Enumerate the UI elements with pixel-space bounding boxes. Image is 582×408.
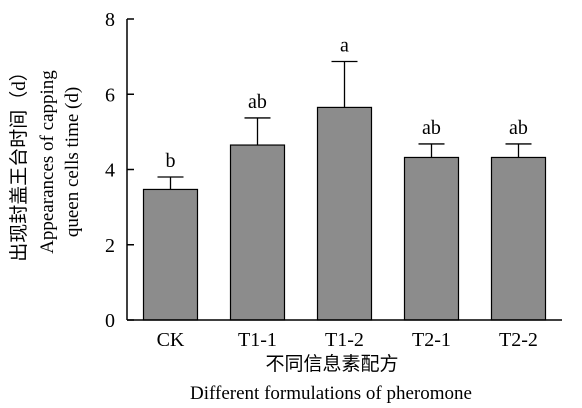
- bar: [316, 106, 373, 321]
- x-tick-label: CK: [157, 329, 185, 351]
- x-axis: CK T1-1 T1-2 T2-1 T2-2: [127, 319, 562, 351]
- bar: [403, 156, 460, 321]
- bar: [490, 156, 547, 321]
- y-axis-title-chinese: 出现封盖王台时间（d）: [8, 62, 30, 262]
- y-tick-label: 4: [105, 160, 115, 182]
- bar: [142, 188, 199, 321]
- x-axis-title-english: Different formulations of pheromone: [190, 383, 472, 404]
- x-tick-label: T1-1: [238, 329, 277, 351]
- x-tick-label: T2-1: [412, 329, 451, 351]
- significance-label: b: [166, 150, 176, 172]
- x-axis-title-chinese: 不同信息素配方: [265, 353, 398, 375]
- x-tick-label: T2-2: [499, 329, 538, 351]
- significance-label: a: [340, 35, 349, 57]
- significance-label: ab: [509, 117, 528, 139]
- significance-label: ab: [248, 91, 267, 113]
- x-tick-label: T1-2: [325, 329, 364, 351]
- y-axis: 0 2 4 6 8: [105, 9, 134, 332]
- y-axis-title-english-line1: Appearances of capping: [37, 70, 58, 254]
- y-tick-label: 0: [105, 310, 115, 332]
- y-tick-label: 8: [105, 9, 115, 31]
- bars: b ab a ab ab: [142, 35, 547, 321]
- y-axis-title-english-line2: queen cells time (d): [62, 87, 83, 237]
- bar: [229, 144, 286, 321]
- significance-label: ab: [422, 117, 441, 139]
- y-tick-label: 6: [105, 84, 115, 106]
- y-tick-label: 2: [105, 235, 115, 257]
